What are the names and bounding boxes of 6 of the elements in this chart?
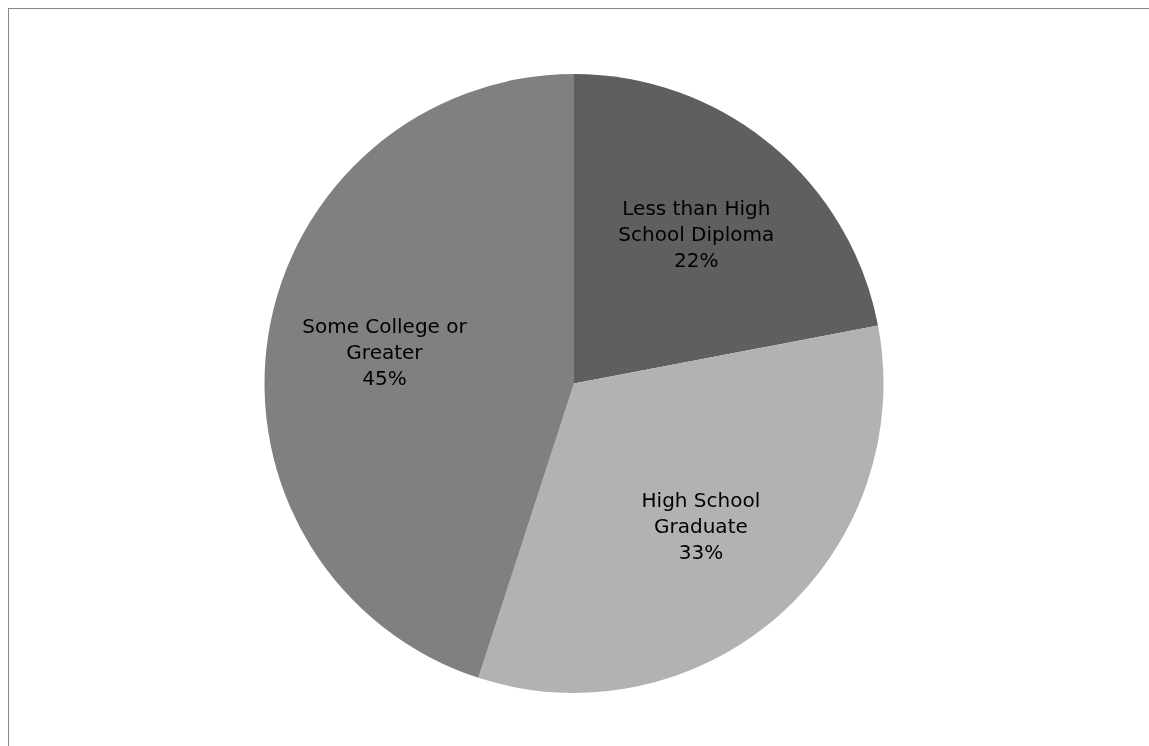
- slice-label: Less than High School Diploma: [618, 195, 775, 246]
- slice-label: Some College or Greater: [302, 313, 468, 364]
- data-label: 45%: [362, 365, 407, 390]
- data-label: 22%: [674, 247, 719, 272]
- slice-label: High School Graduate: [641, 487, 761, 538]
- data-label: 33%: [678, 539, 724, 564]
